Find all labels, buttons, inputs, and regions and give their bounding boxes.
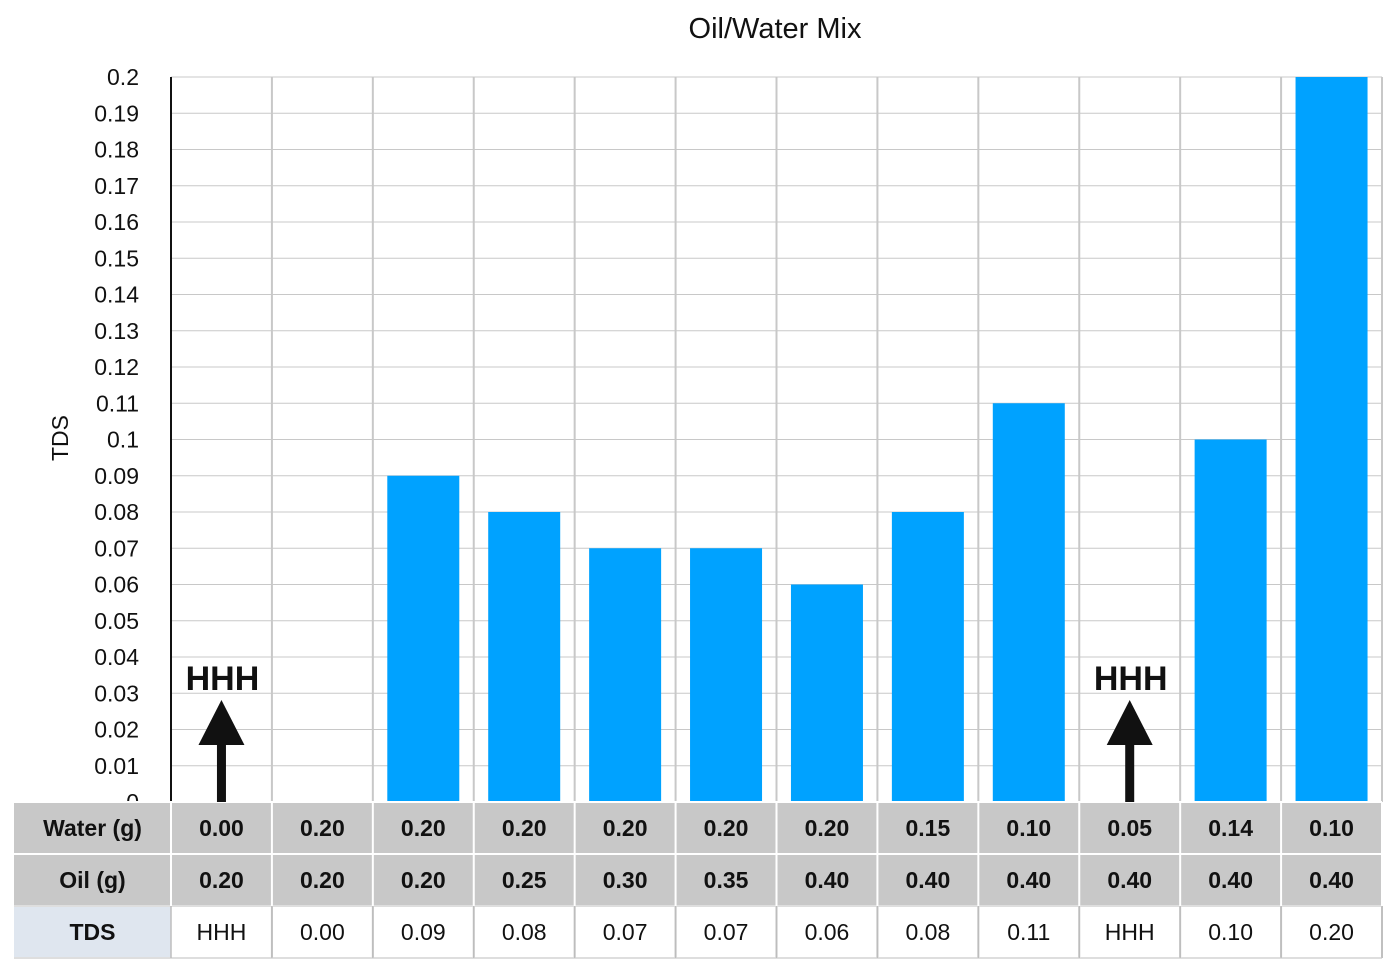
y-tick-label: 0.1 — [107, 427, 139, 453]
table-cell: 0.30 — [603, 867, 648, 893]
table-cell: 0.11 — [1007, 919, 1050, 945]
table-cell: 0.05 — [1107, 815, 1152, 841]
arrow-head — [1106, 700, 1153, 745]
y-tick-label: 0.03 — [94, 680, 139, 706]
arrow-shaft — [216, 743, 226, 802]
y-tick-label: 0.17 — [94, 173, 139, 199]
y-tick-label: 0.05 — [94, 608, 139, 634]
table-cell: 0.10 — [1309, 815, 1354, 841]
table-cell: 0.20 — [199, 867, 244, 893]
chart-title: Oil/Water Mix — [689, 13, 862, 45]
table-row-label: TDS — [70, 919, 116, 945]
data-table: Water (g) 0.00 0.20 0.20 0.20 0.20 0.20 0.20 0.1… — [14, 801, 1383, 959]
bars — [387, 77, 1368, 802]
bar — [1194, 439, 1267, 802]
table-cell: 0.20 — [704, 815, 749, 841]
table-cell: 0.00 — [300, 919, 345, 945]
y-tick-label: 0.08 — [94, 499, 139, 525]
table-cell: 0.40 — [805, 867, 850, 893]
hhh-annotation: HHH — [186, 660, 260, 698]
up-arrow-icon — [1106, 700, 1153, 802]
table-cell: 0.10 — [1208, 919, 1253, 945]
y-tick-label: 0.2 — [107, 64, 139, 90]
table-cell: 0.10 — [1006, 815, 1051, 841]
table-cell: 0.20 — [603, 815, 648, 841]
bar — [690, 548, 763, 802]
y-tick-label: 0.12 — [94, 354, 139, 380]
table-cell: 0.08 — [905, 919, 950, 945]
y-axis-ticks: 00.010.020.030.040.050.060.070.080.090.1… — [94, 64, 139, 815]
table-cell: 0.06 — [805, 919, 850, 945]
table-cell: HHH — [1105, 919, 1155, 945]
y-tick-label: 0.13 — [94, 318, 139, 344]
table-cell: 0.08 — [502, 919, 547, 945]
y-tick-label: 0.01 — [94, 753, 139, 779]
table-cell: 0.09 — [401, 919, 446, 945]
table-cell: 0.20 — [300, 867, 345, 893]
bar — [589, 548, 662, 802]
table-cell: 0.07 — [603, 919, 648, 945]
arrow-head — [198, 700, 245, 745]
y-tick-label: 0.09 — [94, 463, 139, 489]
y-tick-label: 0.15 — [94, 245, 139, 271]
y-tick-label: 0.02 — [94, 717, 139, 743]
y-axis-label: TDS — [47, 415, 73, 461]
bar — [790, 584, 863, 802]
bar — [891, 512, 964, 802]
y-tick-label: 0.07 — [94, 535, 139, 561]
y-tick-label: 0.18 — [94, 137, 139, 163]
bar — [992, 403, 1065, 802]
table-cell: 0.15 — [905, 815, 950, 841]
table-cell: 0.40 — [1208, 867, 1253, 893]
annotations: HHH HHH — [186, 660, 1168, 802]
table-cell: 0.40 — [1309, 867, 1354, 893]
y-tick-label: 0.16 — [94, 209, 139, 235]
arrow-shaft — [1125, 743, 1135, 802]
table-cell: 0.20 — [401, 867, 446, 893]
table-cell: HHH — [197, 919, 247, 945]
y-tick-label: 0.14 — [94, 282, 139, 308]
y-tick-label: 0.04 — [94, 644, 139, 670]
table-cell: 0.40 — [905, 867, 950, 893]
hhh-annotation: HHH — [1094, 660, 1168, 698]
table-cell: 0.20 — [1309, 919, 1354, 945]
table-cell: 0.20 — [502, 815, 547, 841]
bar — [1295, 77, 1368, 802]
y-tick-label: 0.19 — [94, 100, 139, 126]
table-cell: 0.40 — [1107, 867, 1152, 893]
table-cell: 0.35 — [704, 867, 749, 893]
bar — [488, 512, 561, 802]
table-cell: 0.25 — [502, 867, 547, 893]
y-tick-label: 0.11 — [96, 390, 139, 416]
y-tick-label: 0.06 — [94, 572, 139, 598]
table-row-label: Oil (g) — [59, 867, 125, 893]
table-cell: 0.00 — [199, 815, 244, 841]
tds-label-cell — [14, 906, 171, 958]
table-cell: 0.20 — [805, 815, 850, 841]
table-cell: 0.20 — [300, 815, 345, 841]
table-cell: 0.40 — [1006, 867, 1051, 893]
up-arrow-icon — [198, 700, 245, 802]
table-cell: 0.20 — [401, 815, 446, 841]
table-cell: 0.14 — [1208, 815, 1253, 841]
bar — [387, 475, 460, 802]
table-cell: 0.07 — [704, 919, 749, 945]
table-row-label: Water (g) — [43, 815, 142, 841]
